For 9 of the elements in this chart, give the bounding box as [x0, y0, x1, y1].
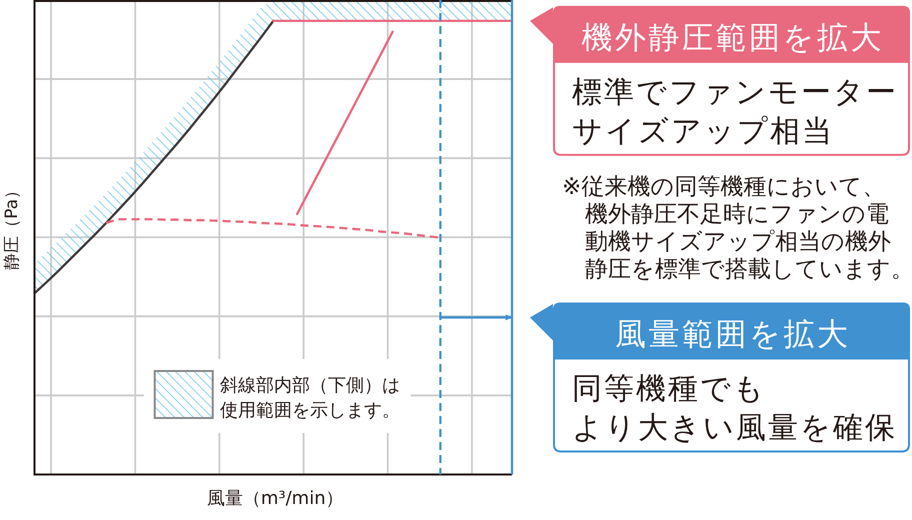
text: 標準でファンモーターサイズアップ相当: [572, 74, 898, 149]
text: より大きい風量を確保: [572, 410, 897, 446]
text: 機外静圧範囲を拡大: [581, 20, 884, 56]
x-axis-title: 風量（m³/min）: [206, 488, 344, 509]
text: ※従来機の同等機種において、機外静圧不足時にファンの電動機サイズアップ相当の機外静圧を標準で搭載しています。: [562, 174, 912, 282]
text: 同等機種でも: [572, 371, 766, 406]
text: 風量範囲を拡大: [614, 316, 850, 352]
y-axis-title: 静圧（Pa）: [2, 182, 22, 270]
series-label: 斜線部内部（下側）は使用範囲を示します。: [220, 375, 400, 421]
